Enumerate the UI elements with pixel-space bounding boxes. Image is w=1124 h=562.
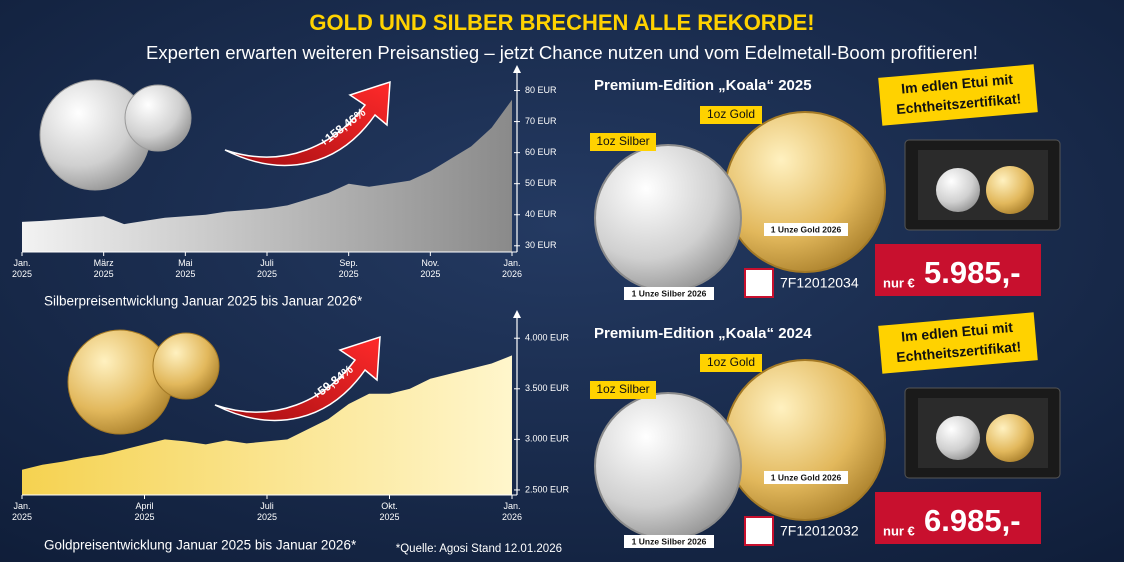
x-tick-label: Jan. 2026 [502,258,522,279]
gold-caption: 1 Unze Gold 2026 [771,224,842,234]
y-tick-label: 60 EUR [525,147,557,157]
price-box [875,492,1041,544]
order-checkbox[interactable] [744,516,774,546]
product-title: Premium-Edition „Koala“ 2024 [594,325,812,342]
case-coin [986,414,1034,462]
article-number: 7F12012032 [780,523,859,539]
y-tick-label: 80 EUR [525,85,557,95]
x-tick-label: Jan. 2025 [12,258,32,279]
article-number: 7F12012034 [780,275,859,291]
price-area [22,99,512,252]
x-tick-label: Juli 2025 [257,501,277,522]
trend-arrow [224,80,391,167]
tag-box [590,133,656,151]
x-tick-label: Okt. 2025 [379,501,399,522]
x-tick-label: Jan. 2025 [12,501,32,522]
y-tick-label: 40 EUR [525,209,557,219]
source-note: *Quelle: Agosi Stand 12.01.2026 [396,543,562,555]
silver-tag: 1oz Silber [596,134,649,148]
tag-box [700,354,762,372]
y-tick-label: 70 EUR [525,116,557,126]
x-tick-label: April 2025 [134,501,154,522]
price-box [875,244,1041,296]
gold-coin [724,111,886,273]
product-offer: Premium-Edition „Koala“ 2025 Im edlen Etu… [590,64,1061,300]
headline: GOLD UND SILBER BRECHEN ALLE REKORDE! [309,10,814,35]
caption-box [624,287,714,300]
price: 6.985,- [924,503,1021,538]
gold-tag: 1oz Gold [707,107,755,121]
gold-coin [724,359,886,521]
order-checkbox[interactable] [744,268,774,298]
x-tick-label: Nov. 2025 [420,258,440,279]
trend-arrow [214,335,381,422]
silver-caption: 1 Unze Silber 2026 [632,288,707,298]
y-tick-label: 50 EUR [525,178,557,188]
x-tick-label: Juli 2025 [257,258,277,279]
product-offer: Premium-Edition „Koala“ 2024 Im edlen Etu… [590,312,1061,548]
price: 5.985,- [924,255,1021,290]
x-tick-label: Sep. 2025 [339,258,359,279]
gold-tag: 1oz Gold [707,355,755,369]
subheadline: Experten erwarten weiteren Preisanstieg … [146,42,978,63]
caption-box [764,471,848,484]
chart-title: Goldpreisentwicklung Januar 2025 bis Jan… [44,538,357,553]
case-coin [936,168,980,212]
caption-box [624,535,714,548]
price-prefix: nur € [883,523,915,538]
badge-box [878,64,1038,126]
chart-coins [39,79,220,435]
axis-arrowhead [513,310,521,318]
silver-coin [594,392,742,540]
product-title: Premium-Edition „Koala“ 2025 [594,77,812,94]
y-tick-label: 30 EUR [525,240,557,250]
gold-caption: 1 Unze Gold 2026 [771,472,842,482]
y-tick-label: 4.000 EUR [525,333,570,343]
x-tick-label: Mai 2025 [175,258,195,279]
y-tick-label: 3.500 EUR [525,383,570,393]
chart-title: Silberpreisentwicklung Januar 2025 bis J… [44,294,363,309]
x-tick-label: Jan. 2026 [502,501,522,522]
silver-caption: 1 Unze Silber 2026 [632,536,707,546]
badge-box [878,312,1038,374]
tag-box [700,106,762,124]
silver-tag: 1oz Silber [596,382,649,396]
x-tick-label: März 2025 [94,258,115,279]
silver-coin [594,144,742,292]
tag-box [590,381,656,399]
axis-arrowhead [513,65,521,73]
case-coin [986,166,1034,214]
y-tick-label: 3.000 EUR [525,434,570,444]
caption-box [764,223,848,236]
price-prefix: nur € [883,275,915,290]
price-area [22,355,512,495]
y-tick-label: 2.500 EUR [525,484,570,494]
case-coin [936,416,980,460]
